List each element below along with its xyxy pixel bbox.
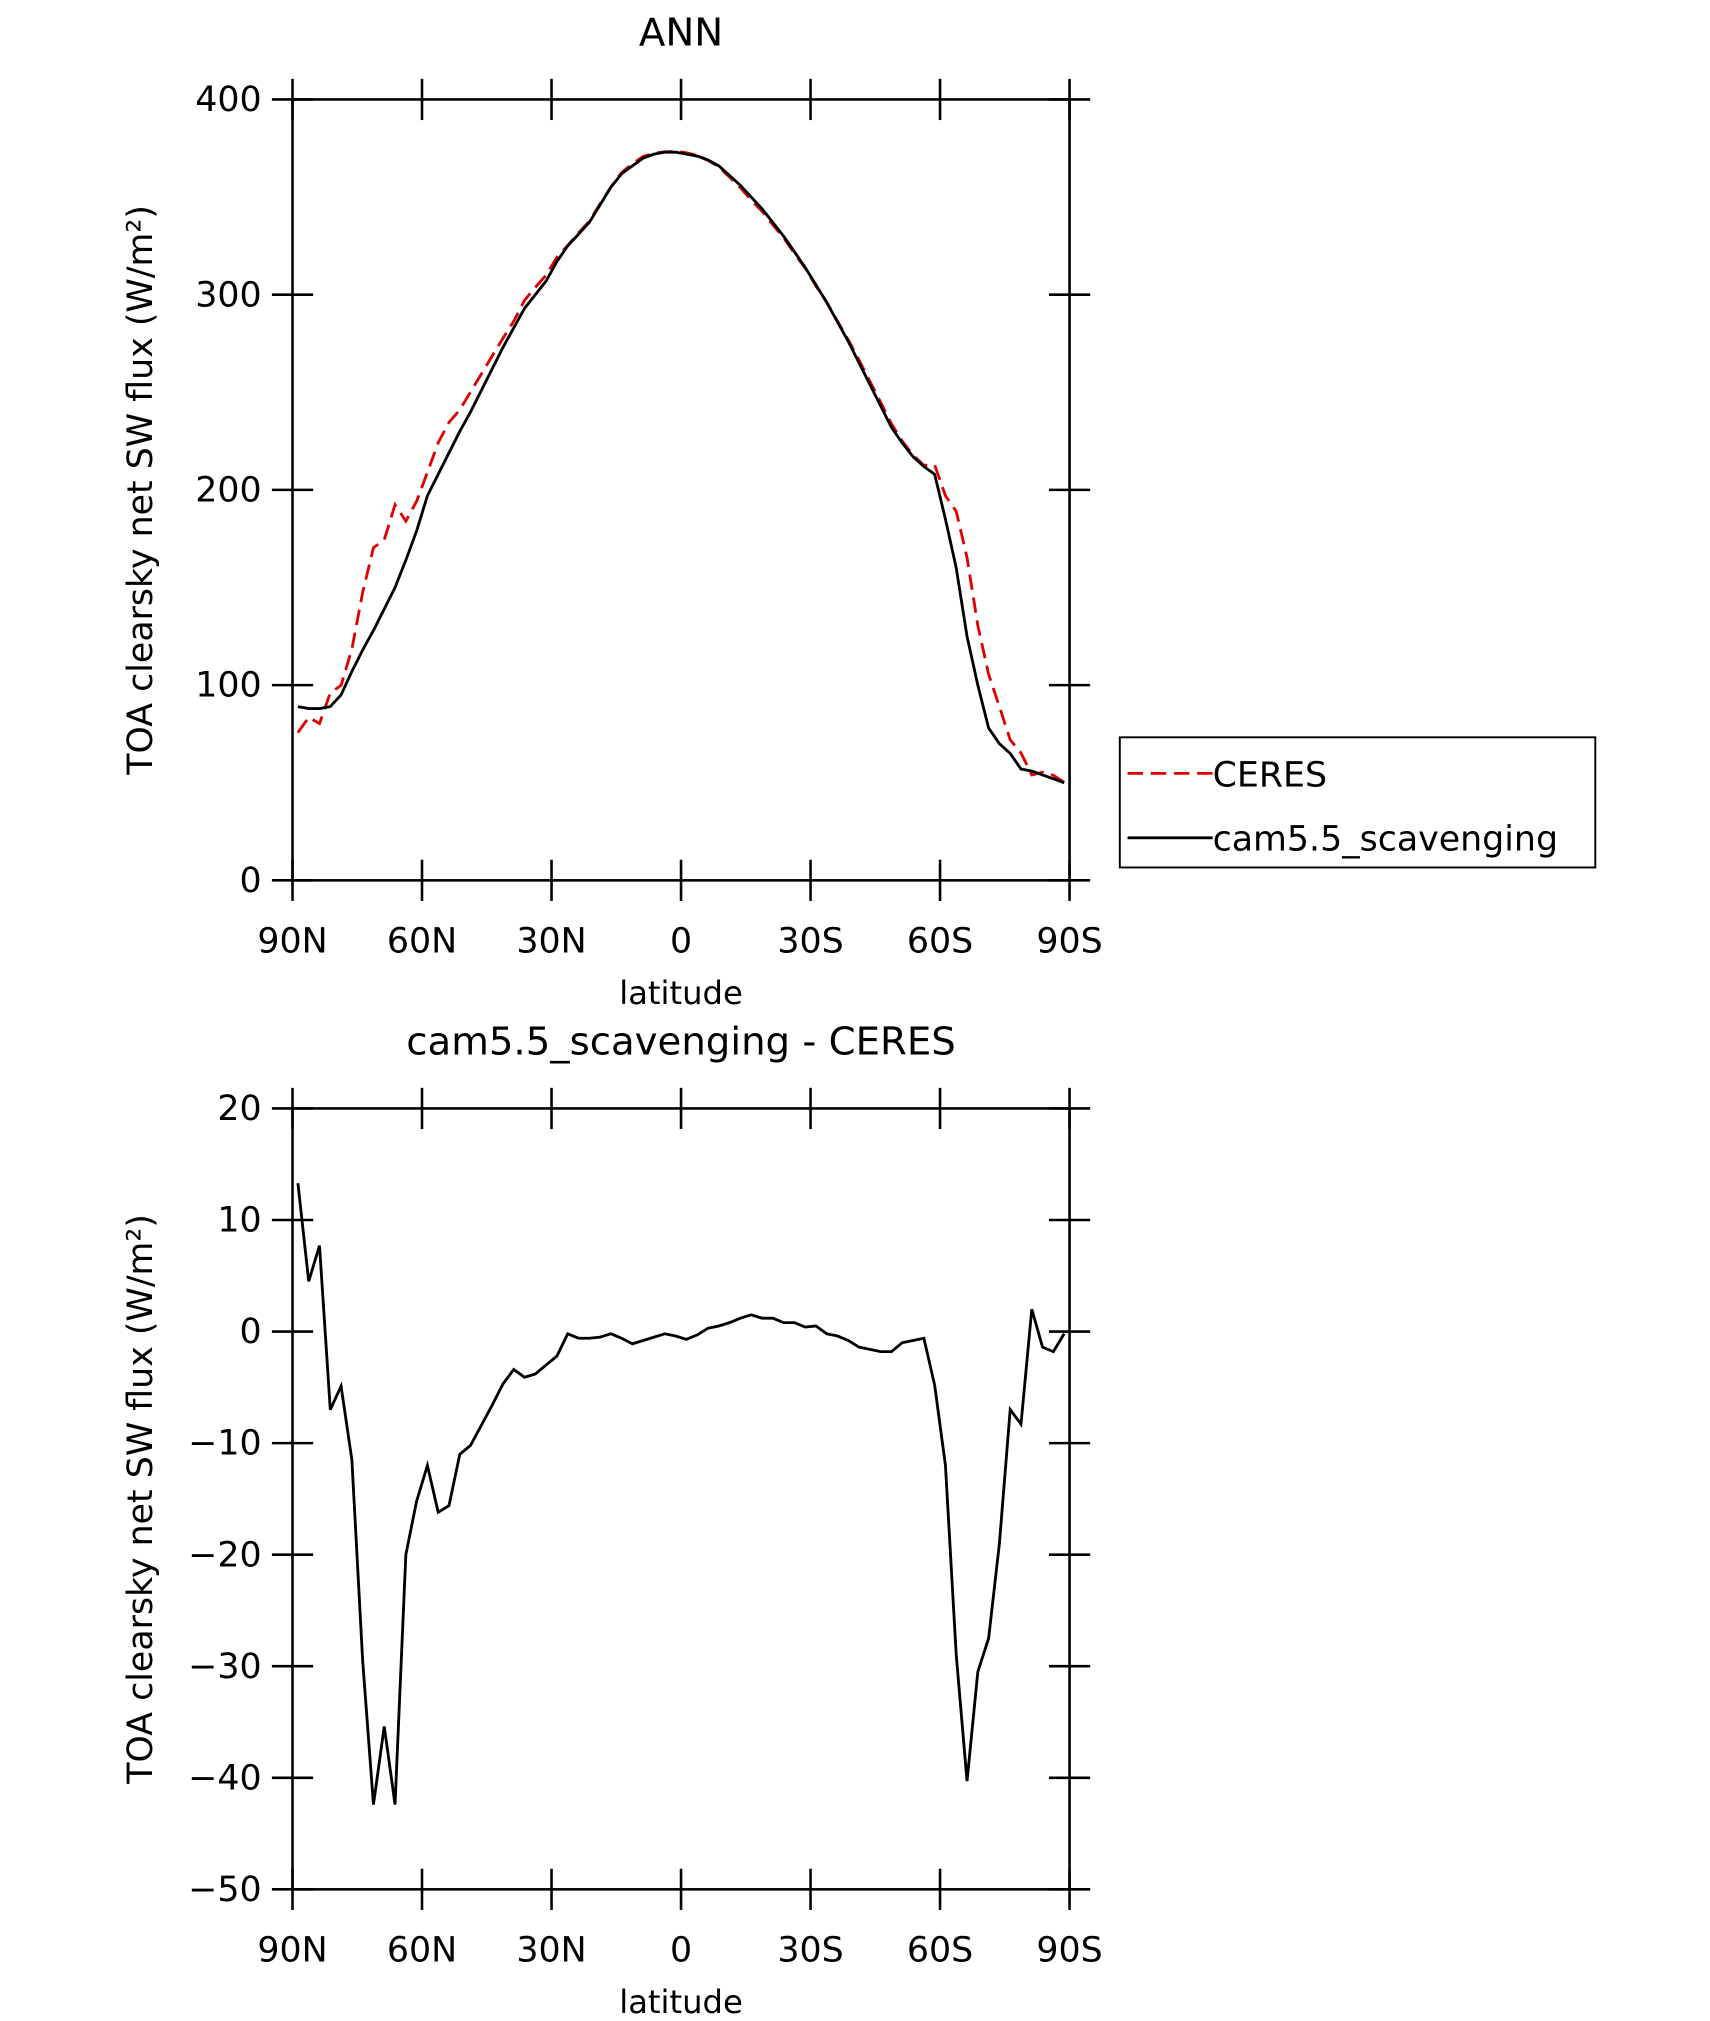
- y-tick-label: 100: [195, 666, 261, 706]
- x-tick-label: 60N: [387, 1931, 457, 1971]
- y-axis-label: TOA clearsky net SW flux (W/m²): [121, 1214, 161, 1785]
- x-tick-label: 90N: [257, 1931, 327, 1971]
- y-tick-label: 20: [217, 1089, 261, 1129]
- x-tick-label: 60S: [907, 922, 973, 962]
- x-tick-label: 90S: [1036, 922, 1102, 962]
- y-tick-label: −50: [188, 1870, 261, 1910]
- y-tick-label: 0: [239, 1312, 261, 1352]
- chart-title: cam5.5_scavenging - CERES: [406, 1019, 956, 1064]
- y-tick-label: 300: [195, 275, 261, 315]
- data-line: [296, 1183, 1066, 1805]
- x-tick-label: 90S: [1036, 1931, 1102, 1971]
- y-tick-label: 0: [239, 861, 261, 901]
- x-axis-label: latitude: [619, 1983, 743, 2021]
- plot-frame: [291, 1107, 1071, 1891]
- plot-frame: [291, 98, 1071, 882]
- x-axis-label: latitude: [619, 974, 743, 1012]
- y-tick-label: −40: [188, 1758, 261, 1798]
- y-axis-label: TOA clearsky net SW flux (W/m²): [121, 205, 161, 776]
- x-tick-label: 90N: [257, 922, 327, 962]
- x-tick-label: 60N: [387, 922, 457, 962]
- x-tick-label: 0: [670, 922, 692, 962]
- data-line: [296, 149, 1065, 784]
- x-tick-label: 30S: [777, 1931, 843, 1971]
- y-tick-label: 200: [195, 470, 261, 510]
- chart-title: ANN: [639, 10, 723, 55]
- legend-label: cam5.5_scavenging: [1213, 820, 1558, 860]
- y-tick-label: 400: [195, 80, 261, 120]
- x-tick-label: 0: [670, 1931, 692, 1971]
- x-tick-label: 30N: [516, 1931, 586, 1971]
- y-tick-label: −10: [188, 1424, 261, 1464]
- y-tick-label: −30: [188, 1647, 261, 1687]
- x-tick-label: 30S: [777, 922, 843, 962]
- data-line: [297, 150, 1065, 785]
- y-tick-label: 10: [217, 1201, 261, 1241]
- legend-box: [1118, 736, 1597, 869]
- legend-label: CERES: [1213, 755, 1327, 795]
- y-tick-label: −20: [188, 1535, 261, 1575]
- x-tick-label: 30N: [516, 922, 586, 962]
- x-tick-label: 60S: [907, 1931, 973, 1971]
